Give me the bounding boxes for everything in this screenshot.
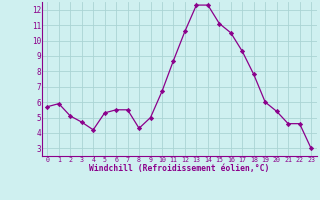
X-axis label: Windchill (Refroidissement éolien,°C): Windchill (Refroidissement éolien,°C) bbox=[89, 164, 269, 173]
